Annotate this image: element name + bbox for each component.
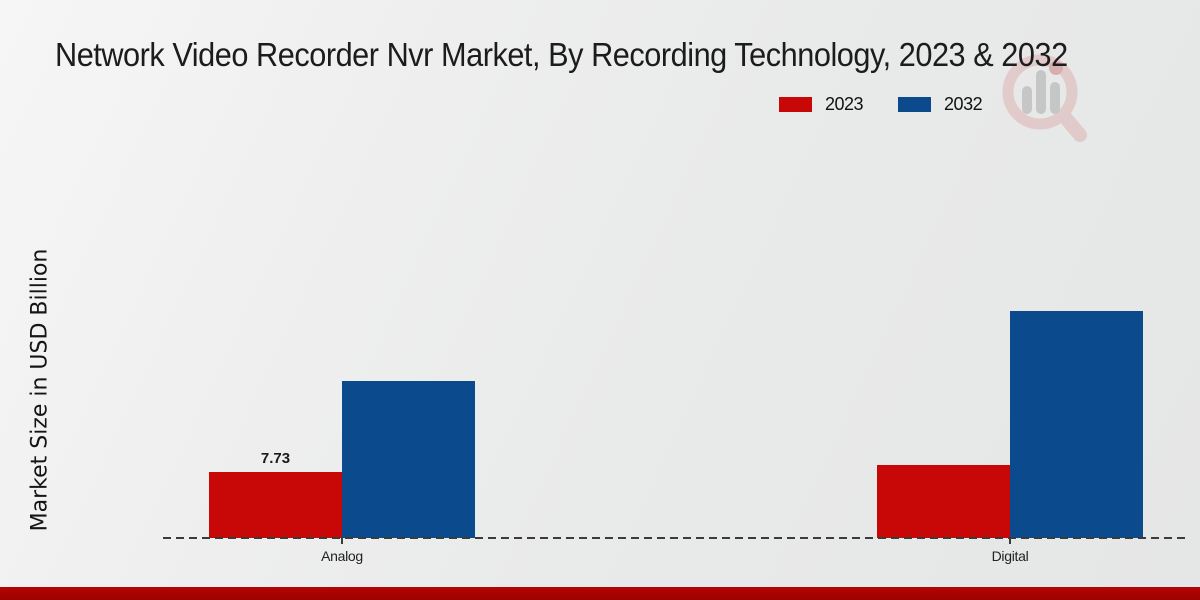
y-axis-label: Market Size in USD Billion [27,248,53,532]
bar-2032-analog [342,381,475,538]
category-label-digital: Digital [991,548,1029,564]
footer-red-strip [0,587,1200,600]
bar-2032-digital [1010,311,1143,538]
legend-item-2032: 2032 [898,94,983,115]
category-label-analog: Analog [321,548,363,564]
legend-label: 2023 [825,94,864,114]
legend-item-2023: 2023 [779,94,864,115]
legend-swatch-2032 [898,97,932,112]
legend-label: 2032 [944,94,983,114]
x-axis-line [163,537,1189,539]
legend-swatch-2023 [779,97,812,112]
bar-2023-digital [877,465,1010,538]
watermark-logo-icon [1002,54,1087,142]
bar-2023-analog [209,472,342,538]
bar-value-label: 7.73 [260,450,291,467]
x-axis-tick [1009,538,1011,544]
chart-title: Network Video Recorder Nvr Market, By Re… [55,36,1068,73]
legend: 2023 2032 [779,94,983,115]
x-axis-tick [341,538,343,544]
